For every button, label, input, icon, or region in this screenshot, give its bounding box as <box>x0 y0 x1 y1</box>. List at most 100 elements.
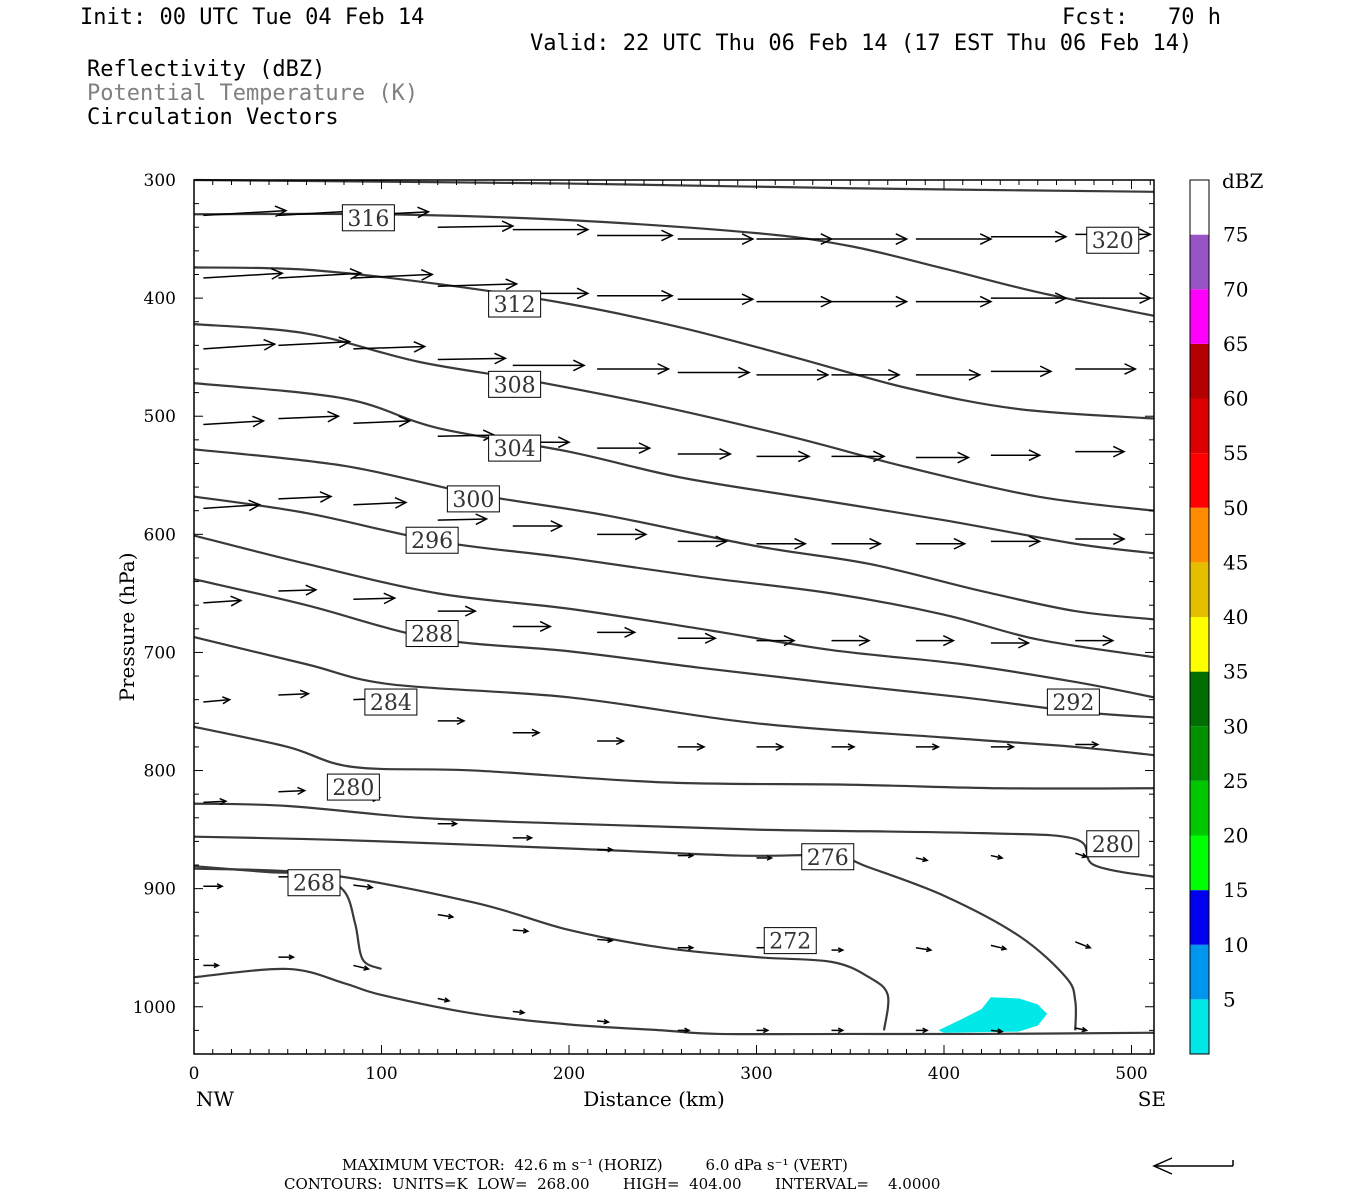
theta-contour-292 <box>193 534 1155 699</box>
vector-arrowhead <box>925 946 933 953</box>
theta-contour-280 <box>193 725 1155 790</box>
contour-label: 308 <box>494 373 536 398</box>
colorbar-label: 45 <box>1223 550 1248 574</box>
vector-arrow <box>353 964 369 970</box>
field-circulation-vectors: Circulation Vectors <box>87 105 339 130</box>
vector-arrowhead <box>634 528 648 541</box>
vector-arrowhead <box>794 537 808 550</box>
vector-arrowhead <box>1054 230 1068 243</box>
y-tick-label: 1000 <box>133 998 176 1018</box>
vector-arrowhead <box>1085 943 1092 949</box>
vector-arrow <box>597 938 613 942</box>
colorbar-segment <box>1190 453 1209 508</box>
vector-arrow <box>990 944 1007 950</box>
contour-label: 312 <box>494 293 536 318</box>
colorbar-frame <box>1189 179 1210 1055</box>
theta-contour-272 <box>193 867 890 1031</box>
vector-arrowhead <box>783 635 796 647</box>
y-axis-title: Pressure (hPa) <box>115 553 139 702</box>
contour-label: 304 <box>494 437 536 462</box>
vector-arrow <box>915 857 928 862</box>
y-tick-label: 600 <box>144 525 176 545</box>
colorbar-segment <box>1190 890 1209 945</box>
vector-arrow <box>203 599 241 604</box>
theta-contour-284 <box>193 636 1155 757</box>
reflectivity-layer <box>938 997 1048 1033</box>
contour-label: 268 <box>293 872 335 897</box>
vector-arrow <box>915 946 932 951</box>
vector-arrowhead <box>1017 637 1031 649</box>
reflectivity-area-5dbz <box>938 997 1048 1033</box>
vector-arrowhead <box>519 1009 526 1016</box>
vector-arrowhead <box>505 278 519 291</box>
theta-contour-268 <box>193 865 382 970</box>
vector-arrowhead <box>1081 1026 1089 1033</box>
vector-arrowhead <box>979 233 993 245</box>
vector-arrowhead <box>1006 743 1016 751</box>
colorbar-label: 10 <box>1223 933 1248 957</box>
vector-arrow <box>203 272 283 279</box>
vector-arrowhead <box>997 1028 1004 1034</box>
vector-arrowhead <box>741 293 755 306</box>
contour-label-box <box>446 485 500 513</box>
vector-arrow <box>278 789 305 793</box>
contour-label-box <box>1046 688 1100 716</box>
vector-arrowhead <box>213 962 221 969</box>
vector-arrowhead <box>366 883 374 891</box>
vector-arrow <box>353 597 395 601</box>
vector-arrowhead <box>327 410 341 423</box>
vector-arrowhead <box>501 220 515 233</box>
vector-arrowhead <box>816 368 830 381</box>
theta-contour-312 <box>193 266 1155 420</box>
colorbar-segment <box>1190 671 1209 727</box>
y-tick-label: 800 <box>144 762 176 782</box>
theta-contour-288 <box>193 578 1155 719</box>
vector-arrowhead <box>895 295 909 308</box>
colorbar-label: 60 <box>1223 387 1248 411</box>
vector-arrow <box>512 1010 525 1014</box>
vector-arrowhead <box>979 295 993 308</box>
x-tick-label: 200 <box>553 1064 585 1084</box>
vector-arrowhead <box>1054 292 1068 305</box>
y-tick-label: 900 <box>144 880 176 900</box>
vector-arrowhead <box>248 499 262 512</box>
vector-arrowhead <box>305 584 318 596</box>
vector-arrowhead <box>1000 945 1008 951</box>
x-end-label-nw: NW <box>196 1087 235 1111</box>
vector-arrowhead <box>230 595 243 607</box>
contour-label-box <box>364 688 418 716</box>
vector-arrowhead <box>576 223 590 236</box>
theta-contour-264 <box>193 967 1155 1036</box>
colorbar-label: 40 <box>1223 605 1248 629</box>
vector-arrowhead <box>363 965 371 971</box>
colorbar-segment <box>1190 343 1209 399</box>
vector-arrow <box>203 420 264 426</box>
vector-arrow <box>353 884 373 889</box>
colorbar-segment <box>1190 780 1209 836</box>
vector-arrowhead <box>413 340 427 353</box>
contour-label-box <box>1086 226 1140 254</box>
vector-arrowhead <box>447 913 455 920</box>
vector-arrowhead <box>687 944 695 951</box>
colorbar-segment <box>1190 944 1209 1000</box>
vector-arrowhead <box>319 491 333 503</box>
contour-label: 280 <box>1092 833 1134 858</box>
contour-label-box <box>763 927 817 955</box>
contour-label-box <box>801 843 855 871</box>
init-time: Init: 00 UTC Tue 04 Feb 14 <box>80 5 425 30</box>
vector-arrowhead <box>775 742 785 752</box>
contour-label: 288 <box>411 623 453 648</box>
vector-arrow <box>353 273 433 279</box>
vector-arrowhead <box>288 954 296 961</box>
vector-arrowhead <box>1112 445 1126 458</box>
theta-contour-300 <box>193 448 1155 621</box>
vector-arrowhead <box>1139 228 1153 241</box>
vector-arrowhead <box>216 883 224 890</box>
vector-arrow <box>203 800 226 804</box>
vector-arrowhead <box>394 496 408 509</box>
colorbar-segment <box>1190 726 1209 781</box>
vector-arrowhead <box>1028 535 1042 548</box>
colorbar-label: 20 <box>1223 824 1248 848</box>
colorbar-label: 35 <box>1223 660 1248 684</box>
